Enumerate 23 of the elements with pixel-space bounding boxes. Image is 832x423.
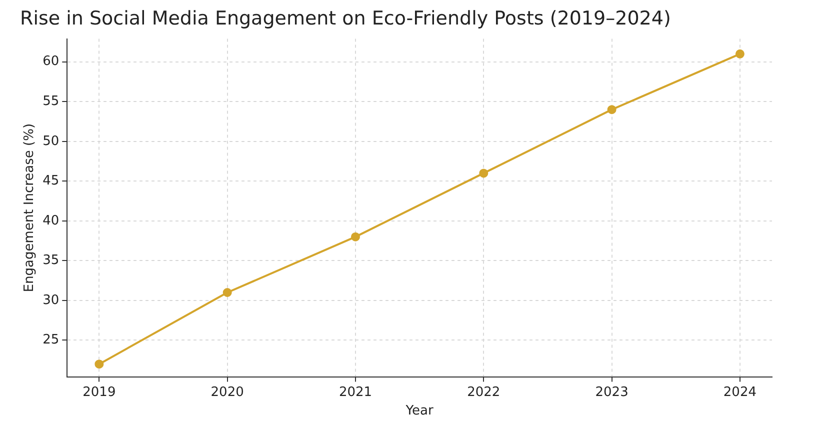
point — [479, 168, 488, 178]
x-tick-label: 2023 — [595, 384, 628, 400]
y-tick-label: 25 — [42, 332, 60, 348]
point — [94, 360, 104, 369]
x-tick-label: 2024 — [723, 384, 757, 400]
y-tick-label: 30 — [42, 292, 60, 308]
x-tick-label: 2019 — [82, 384, 116, 400]
y-tick-label: 60 — [42, 54, 60, 70]
y-tick-label: 55 — [42, 94, 60, 110]
y-tick-label: 35 — [42, 253, 60, 268]
chart-title: Rise in Social Media Engagement on Eco-Friendly Posts (2019–2024) — [20, 7, 671, 30]
point — [607, 105, 616, 114]
x-tick-label: 2020 — [210, 384, 244, 400]
x-tick-label: 2021 — [338, 384, 372, 400]
y-axis-title: Engagement Increase (%) — [22, 123, 38, 292]
y-tick-label: 45 — [42, 174, 60, 189]
point — [222, 288, 232, 297]
y-tick-label: 50 — [42, 134, 60, 149]
x-axis-title: Year — [404, 404, 434, 419]
y-tick-label: 40 — [42, 213, 60, 228]
point — [735, 49, 744, 58]
x-tick-label: 2022 — [467, 384, 500, 400]
point — [350, 232, 360, 242]
